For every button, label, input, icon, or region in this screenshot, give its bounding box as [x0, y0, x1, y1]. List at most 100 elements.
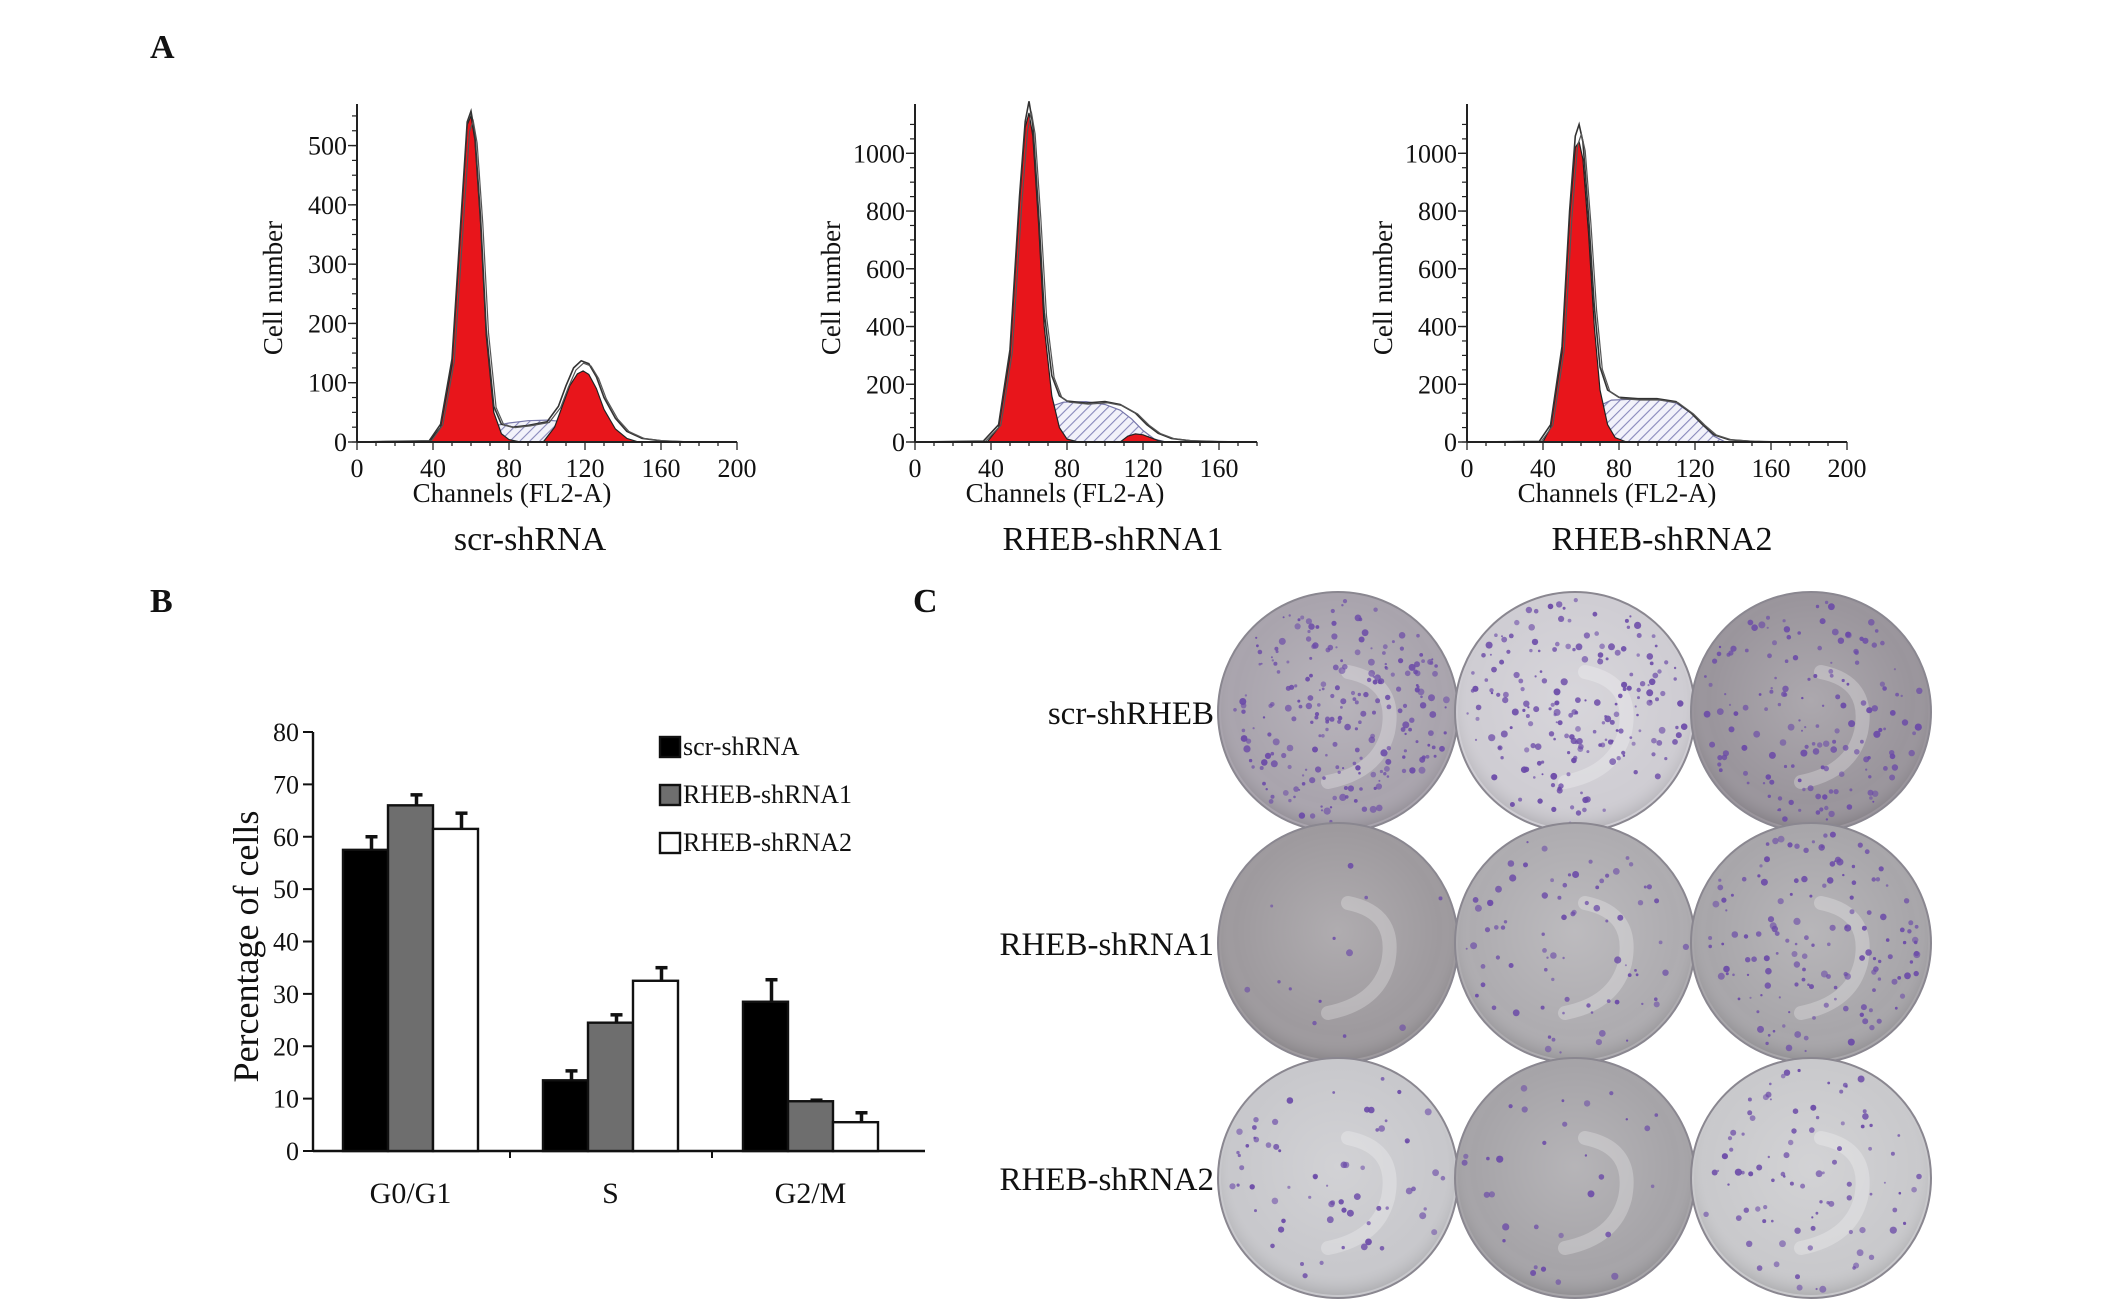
colony-dot	[1834, 860, 1836, 863]
colony-dot	[1260, 662, 1263, 665]
colony-dot	[1274, 646, 1279, 651]
colony-dot	[1261, 759, 1268, 766]
colony-dot	[1703, 1211, 1709, 1218]
colony-dot	[1236, 1128, 1243, 1135]
colony-dot	[1842, 744, 1849, 751]
colony-dot	[1363, 691, 1369, 698]
colony-dot	[1774, 676, 1777, 680]
colony-dot	[1820, 970, 1828, 978]
colony-dot	[1518, 797, 1523, 802]
colony-dot	[1548, 731, 1555, 737]
colony-dot	[1404, 732, 1407, 736]
y-tick-label: 600	[866, 255, 905, 284]
colony-dot	[1783, 1069, 1791, 1076]
colony-dot	[1252, 1125, 1257, 1130]
colony-dot	[1833, 789, 1839, 795]
colony-dot	[1614, 702, 1618, 706]
colony-dot	[1415, 740, 1419, 744]
colony-dot	[1562, 882, 1568, 888]
colony-dot	[1557, 720, 1563, 726]
colony-dot	[1897, 1134, 1901, 1137]
colony-dot	[1765, 1041, 1769, 1046]
x-tick-label: 80	[1606, 454, 1632, 483]
bar-scr-shrna-g2m	[741, 1000, 790, 1153]
colony-dot	[1837, 637, 1845, 644]
colony-dot	[1819, 1285, 1827, 1293]
colony-dot	[1826, 974, 1831, 979]
colony-dot	[1369, 805, 1377, 813]
colony-dot	[1807, 785, 1814, 792]
colony-dot	[1823, 765, 1830, 772]
colony-dot	[1664, 660, 1669, 665]
colony-dot	[1758, 621, 1766, 629]
colony-dot	[1305, 636, 1312, 642]
colony-dot	[1847, 1038, 1855, 1046]
colony-dot	[1325, 753, 1328, 757]
colony-dot	[1372, 679, 1378, 685]
colony-dot	[1892, 1207, 1898, 1213]
colony-dot	[1887, 954, 1893, 960]
colony-dot	[1431, 745, 1436, 750]
legend-entry: RHEB-shRNA1	[683, 780, 852, 809]
legend-swatch	[658, 831, 682, 855]
colony-dot	[1727, 1183, 1730, 1186]
colony-dot	[1748, 1171, 1754, 1177]
colony-dot	[1827, 942, 1831, 947]
colony-dot	[1860, 700, 1867, 706]
colony-dot	[1329, 716, 1335, 722]
colony-dot	[1868, 775, 1872, 779]
colony-dot	[1465, 947, 1468, 950]
colony-dot	[1397, 1089, 1402, 1095]
colony-dot	[1635, 973, 1639, 977]
colony-dot	[1825, 818, 1829, 821]
colony-dot	[1506, 649, 1511, 654]
colony-dot	[1340, 659, 1343, 663]
colony-dot	[1842, 1082, 1848, 1088]
colony-dot	[1542, 948, 1547, 953]
colony-dot	[1843, 971, 1848, 977]
colony-dot	[1812, 1016, 1816, 1020]
colony-dot	[1629, 672, 1634, 677]
colony-dot	[1528, 624, 1535, 631]
colony-dot	[1309, 656, 1313, 660]
colony-dot	[1762, 782, 1766, 785]
colony-dot	[1265, 1142, 1272, 1148]
colony-plate	[1454, 591, 1696, 833]
x-tick-label: 200	[718, 454, 757, 483]
colony-dot	[1604, 715, 1612, 723]
colony-dot	[1582, 807, 1587, 813]
bar-rheb-shrna1-g0g1	[386, 804, 435, 1153]
colony-dot	[1282, 616, 1285, 619]
colony-dot	[1783, 626, 1791, 633]
colony-dot	[1811, 1216, 1814, 1219]
colony-dot	[1325, 719, 1330, 724]
y-tick-label: 0	[892, 428, 905, 457]
colony-dot	[1844, 924, 1852, 932]
colony-dot	[1643, 885, 1647, 889]
colony-dot	[1368, 658, 1375, 666]
colony-dot	[1895, 692, 1899, 697]
colony-dot	[1375, 783, 1382, 790]
colony-dot	[1315, 625, 1320, 629]
colony-dot	[1741, 876, 1747, 882]
colony-dot	[1798, 808, 1802, 812]
colony-dot	[1501, 636, 1508, 643]
histogram-rheb-shrna2: 0 40 80 120 160 200 0 200 400 600 800 1000 Channels …	[1368, 104, 1867, 558]
colony-dot	[1337, 719, 1342, 724]
colony-dot	[1861, 925, 1867, 931]
colony-dot	[1489, 653, 1492, 656]
colony-dot	[1357, 692, 1362, 697]
colony-dot	[1789, 892, 1793, 896]
colony-dot	[1243, 745, 1251, 753]
colony-dot	[1335, 765, 1340, 770]
colony-dot	[1432, 1169, 1439, 1177]
colony-dot	[1777, 702, 1782, 707]
colony-dot	[1840, 702, 1847, 709]
y-tick-label: 200	[308, 309, 347, 338]
colony-dot	[1312, 1020, 1317, 1026]
colony-dot	[1756, 1164, 1763, 1171]
colony-dot	[1373, 607, 1378, 612]
colony-dot	[1405, 1187, 1413, 1195]
colony-dot	[1842, 873, 1845, 877]
colony-dot	[1421, 659, 1425, 663]
